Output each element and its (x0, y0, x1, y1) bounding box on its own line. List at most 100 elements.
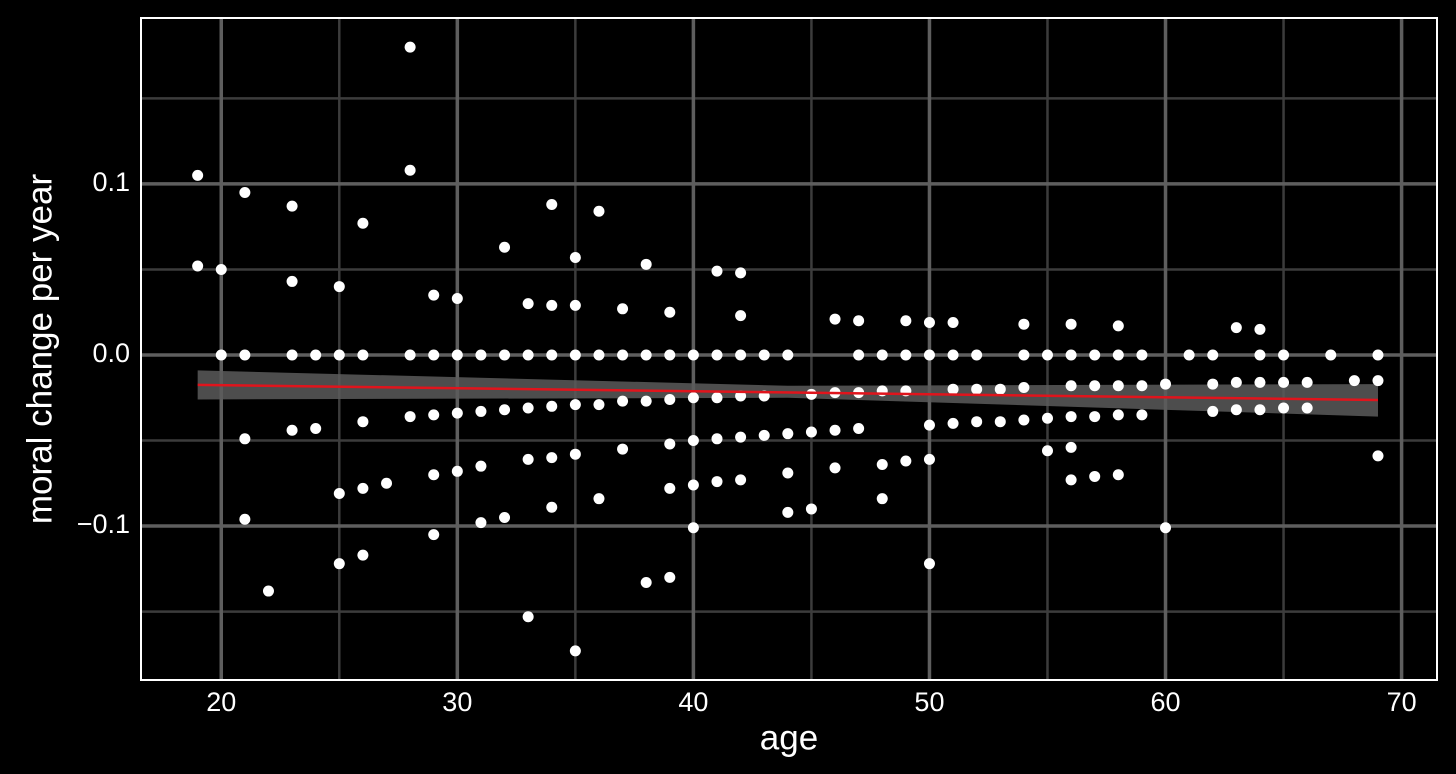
y-tick-label: 0.0 (92, 338, 130, 368)
point (310, 349, 322, 361)
point (569, 645, 581, 657)
point (1089, 470, 1101, 482)
point (239, 513, 251, 525)
point (546, 349, 558, 361)
point (569, 349, 581, 361)
point (735, 474, 747, 486)
point (735, 431, 747, 443)
point (593, 493, 605, 505)
point (569, 448, 581, 460)
point (593, 349, 605, 361)
point (1112, 380, 1124, 392)
point (428, 529, 440, 541)
point (900, 315, 912, 327)
x-tick-label: 70 (1387, 687, 1417, 717)
point (1230, 376, 1242, 388)
point (1018, 349, 1030, 361)
point (215, 263, 227, 275)
point (711, 433, 723, 445)
point (1160, 378, 1172, 390)
point (569, 251, 581, 263)
point (1089, 411, 1101, 423)
point (239, 186, 251, 198)
point (1183, 349, 1195, 361)
point (1325, 349, 1337, 361)
point (546, 299, 558, 311)
point (499, 349, 511, 361)
point (333, 281, 345, 293)
y-axis-label: moral change per year (20, 174, 59, 525)
point (1018, 318, 1030, 330)
point (900, 455, 912, 467)
point (994, 416, 1006, 428)
point (711, 392, 723, 404)
point (711, 476, 723, 488)
point (664, 306, 676, 318)
point (640, 576, 652, 588)
point (640, 258, 652, 270)
point (286, 200, 298, 212)
point (593, 399, 605, 411)
point (947, 417, 959, 429)
point (499, 404, 511, 416)
point (1041, 445, 1053, 457)
point (687, 392, 699, 404)
marks (192, 41, 1384, 657)
point (1018, 381, 1030, 393)
point (900, 349, 912, 361)
point (1372, 375, 1384, 387)
point (1018, 414, 1030, 426)
point (876, 493, 888, 505)
point (853, 315, 865, 327)
point (499, 241, 511, 253)
point (569, 399, 581, 411)
point (1372, 450, 1384, 462)
x-tick-label: 40 (678, 687, 708, 717)
point (1089, 380, 1101, 392)
point (664, 393, 676, 405)
point (640, 349, 652, 361)
x-tick-label: 20 (206, 687, 236, 717)
point (664, 438, 676, 450)
point (333, 488, 345, 500)
point (451, 293, 463, 305)
grid (141, 18, 1437, 680)
point (451, 407, 463, 419)
point (664, 482, 676, 494)
point (853, 423, 865, 435)
x-axis-label: age (760, 718, 818, 757)
point (1301, 376, 1313, 388)
point (971, 383, 983, 395)
point (640, 395, 652, 407)
point (735, 349, 747, 361)
point (546, 501, 558, 513)
point (357, 416, 369, 428)
point (522, 402, 534, 414)
point (1254, 323, 1266, 335)
point (805, 388, 817, 400)
point (829, 313, 841, 325)
point (735, 310, 747, 322)
point (499, 511, 511, 523)
point (876, 349, 888, 361)
panel-border (140, 17, 1438, 681)
point (357, 349, 369, 361)
point (286, 275, 298, 287)
point (428, 349, 440, 361)
point (782, 349, 794, 361)
point (404, 41, 416, 53)
point (522, 298, 534, 310)
point (546, 400, 558, 412)
point (475, 349, 487, 361)
point (1136, 380, 1148, 392)
x-tick-label: 60 (1151, 687, 1181, 717)
point (286, 424, 298, 436)
point (1207, 405, 1219, 417)
point (404, 411, 416, 423)
point (923, 419, 935, 431)
point (1207, 349, 1219, 361)
point (758, 429, 770, 441)
point (1160, 522, 1172, 534)
point (381, 477, 393, 489)
